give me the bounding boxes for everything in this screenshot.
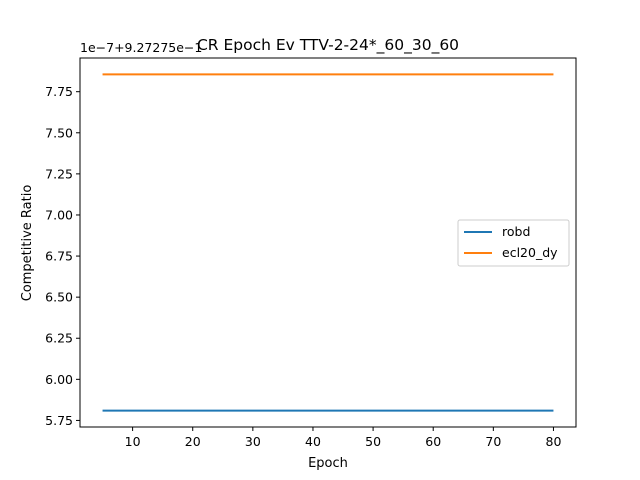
y-tick-label: 5.75 (45, 413, 73, 428)
x-tick-label: 10 (125, 434, 141, 449)
series-layer (102, 73, 554, 412)
x-axis-label: Epoch (308, 456, 348, 471)
plot-area (79, 57, 577, 428)
y-tick-label: 7.25 (45, 166, 73, 181)
plot-frame (79, 57, 577, 428)
x-tick-label: 30 (245, 434, 261, 449)
y-tick-label: 6.75 (45, 249, 73, 264)
y-tick-label: 7.50 (45, 125, 73, 140)
y-tick-label: 7.00 (45, 207, 73, 222)
y-axis-label: Competitive Ratio (20, 185, 35, 302)
y-axis-ticks: 5.75 6.00 6.25 6.50 6.75 7.00 7.25 7.50 7.75 (45, 84, 80, 428)
y-tick-label: 7.75 (45, 84, 73, 99)
x-tick-label: 50 (365, 434, 381, 449)
x-tick-label: 70 (485, 434, 501, 449)
x-axis-ticks: 10 20 30 40 50 60 70 80 (125, 427, 562, 449)
x-tick-label: 60 (425, 434, 441, 449)
y-tick-label: 6.25 (45, 331, 73, 346)
x-tick-label: 20 (185, 434, 201, 449)
legend-label-robd: robd (502, 224, 530, 239)
y-tick-label: 6.00 (45, 372, 73, 387)
chart-title: CR Epoch Ev TTV-2-24*_60_30_60 (197, 36, 459, 55)
y-axis-offset-label: 1e−7+9.27275e−1 (80, 40, 202, 55)
legend-label-ecl20-dy: ecl20_dy (502, 245, 558, 260)
legend: robd ecl20_dy (457, 219, 570, 267)
x-tick-label: 80 (546, 434, 562, 449)
y-tick-label: 6.50 (45, 290, 73, 305)
x-tick-label: 40 (305, 434, 321, 449)
